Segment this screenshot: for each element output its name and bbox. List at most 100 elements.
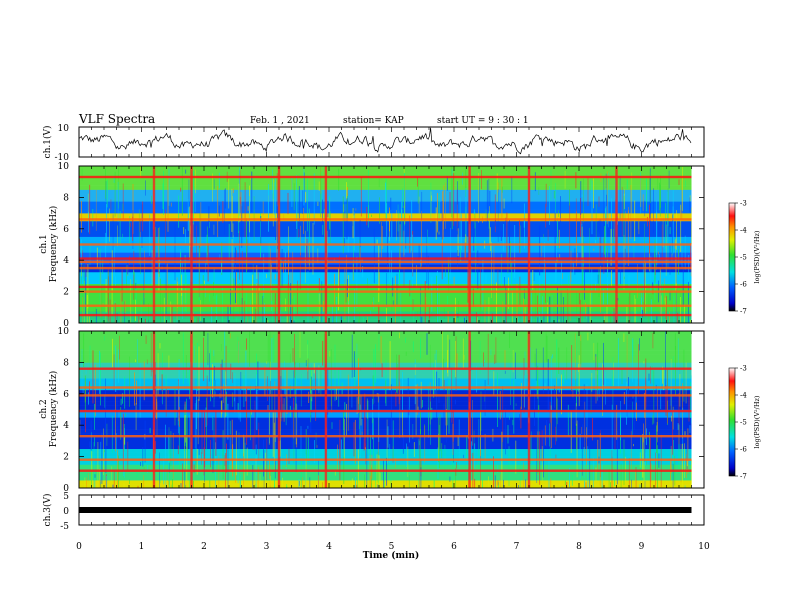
spectrogram-speckle [412, 341, 414, 353]
spectrogram-speckle [447, 334, 449, 377]
spectrogram-speckle [353, 351, 355, 377]
spectrogram-speckle [573, 420, 575, 424]
spectrogram-speckle [620, 401, 621, 441]
spectrogram-speckle [649, 204, 650, 254]
spectrogram-band [79, 275, 692, 281]
spectrogram-speckle [340, 439, 342, 458]
spectrogram-speckle [569, 271, 571, 321]
spectrogram-speckle [667, 370, 668, 390]
spectrogram-speckle [479, 294, 481, 323]
spectrogram-speckle [251, 171, 253, 213]
spectrogram-speckle [686, 460, 688, 467]
spectrogram-speckle [231, 419, 233, 472]
spectrogram-speckle [364, 474, 365, 488]
spectrogram-speckle [240, 192, 242, 216]
spectrogram-speckle [451, 169, 453, 180]
spectrogram-speckle [106, 204, 107, 246]
spectrogram-speckle [579, 434, 581, 479]
spectrogram-band [79, 425, 692, 430]
spectrogram-speckle [258, 422, 260, 461]
spectrogram-band [79, 476, 692, 481]
spectrogram-speckle [488, 297, 490, 323]
spectrogram-speckle [416, 265, 417, 288]
spectrogram-speckle [267, 319, 269, 323]
spectrogram-speckle [132, 216, 134, 241]
spectrogram-speckle [430, 191, 432, 222]
spectrogram-speckle [398, 354, 400, 405]
spectrogram-speckle [433, 480, 435, 488]
spectrogram-speckle [221, 400, 223, 414]
spectrogram-speckle [144, 420, 146, 463]
spectrogram-speckle [239, 196, 241, 205]
spectrogram-speckle [296, 175, 297, 229]
spectrogram-speckle [649, 431, 650, 459]
spectrogram-speckle [352, 264, 354, 281]
spectrogram-speckle [95, 189, 97, 231]
time-tick-label: 1 [139, 542, 145, 552]
spectrogram-speckle [155, 374, 156, 406]
spectrogram-speckle [213, 282, 214, 296]
spectrogram-speckle [229, 420, 231, 435]
spectrogram-speckle [449, 192, 451, 214]
spectrogram-speckle [602, 289, 604, 305]
spectrogram-speckle [484, 380, 486, 416]
spectrogram-speckle [578, 293, 580, 305]
spectrogram-speckle [364, 393, 366, 450]
spectrogram-speckle [607, 172, 609, 228]
spectrogram-speckle [454, 310, 456, 323]
spectrogram-speckle [455, 472, 456, 488]
spectrogram-speckle [478, 173, 480, 223]
spectrogram-speckle [572, 386, 574, 398]
spectrogram-speckle [444, 444, 446, 479]
spectrogram-speckle [232, 223, 234, 238]
spectrogram-speckle [677, 423, 679, 430]
spectrogram-speckle [645, 358, 647, 408]
spectrogram-speckle [148, 319, 150, 323]
spectrogram-speckle [300, 225, 301, 256]
spectrogram-speckle [198, 346, 200, 401]
spectrogram-speckle [287, 192, 289, 215]
spectrogram-speckle [362, 266, 364, 278]
spectrogram-speckle [307, 271, 309, 323]
spectrogram-speckle [165, 209, 166, 265]
spectrogram-speckle [581, 226, 583, 259]
spectrogram-speckle [485, 274, 487, 284]
spectrogram-speckle [463, 454, 464, 458]
spectrogram-speckle [459, 197, 461, 249]
spectrogram-speckle [185, 229, 186, 244]
spectrogram-speckle [252, 435, 254, 450]
spectrogram-speckle [295, 434, 297, 472]
spectrogram-speckle [650, 366, 651, 384]
spectrogram-speckle [683, 349, 685, 402]
spectrogram-speckle [465, 166, 467, 197]
spectrogram-speckle [580, 340, 582, 365]
spectrogram-speckle [94, 364, 96, 417]
spectrogram-speckle [569, 189, 570, 206]
spectrogram-speckle [657, 389, 658, 443]
spectrogram-speckle [292, 251, 294, 299]
spectrogram-speckle [252, 465, 254, 488]
spectrogram-speckle [681, 178, 683, 219]
spectrogram-speckle [346, 254, 347, 288]
spectrogram-speckle [220, 344, 222, 352]
spectrogram-speckle [487, 333, 489, 385]
spectrogram-speckle [196, 389, 197, 430]
spectrogram-speckle [270, 361, 271, 395]
spectrogram-speckle [483, 352, 484, 367]
spectrogram-speckle [84, 477, 86, 488]
spectrogram-speckle [256, 265, 258, 279]
spectrogram-speckle [151, 195, 152, 204]
spectrogram-speckle [343, 204, 345, 213]
spectrogram-speckle [610, 228, 612, 266]
spectrogram-speckle [187, 372, 189, 383]
time-axis-label: Time (min) [363, 550, 420, 561]
spectrogram-speckle [581, 426, 583, 435]
spectrogram-speckle [215, 410, 217, 456]
spectrogram-speckle [489, 206, 490, 246]
spectrogram-speckle [389, 341, 391, 391]
spectrogram-speckle [608, 468, 610, 488]
spectrogram-speckle [441, 443, 443, 458]
spectrogram-speckle [194, 345, 195, 363]
spectrogram-speckle [509, 331, 510, 349]
